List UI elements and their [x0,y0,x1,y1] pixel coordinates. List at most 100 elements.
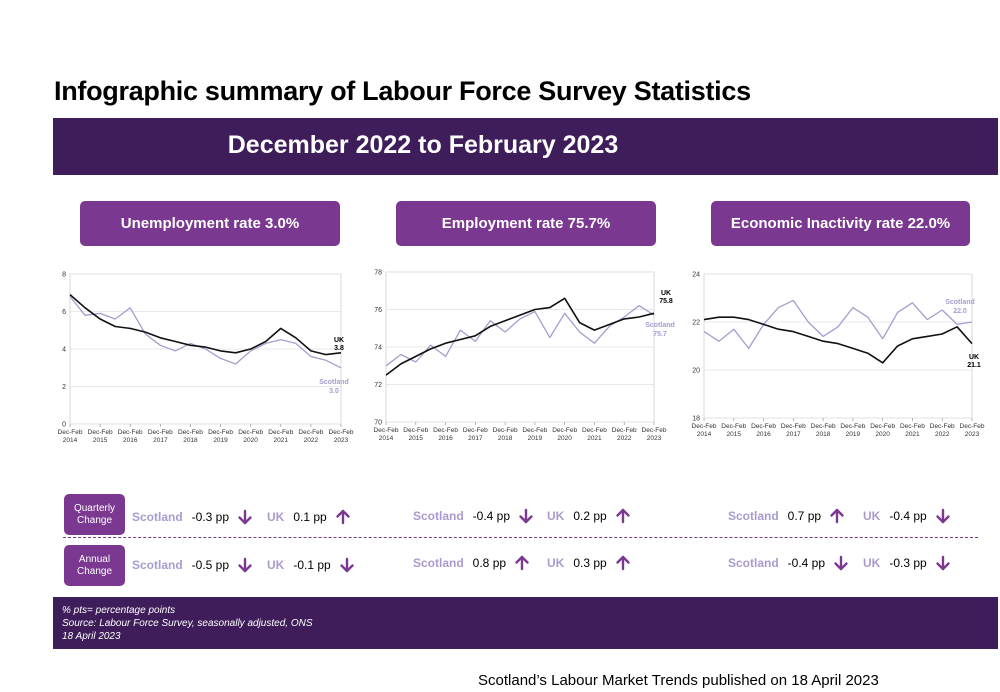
x-tick-label: Dec-Feb [522,427,547,434]
x-tick-label: Dec-Feb [552,427,577,434]
quarterly-inactivity-scotland: Scotland 0.7 pp [728,508,845,524]
unemployment-chart: 0 2 4 6 8 Dec-Feb 2014 Dec-Feb 2015 Dec-Feb 2016 De… [56,262,361,462]
quarterly-inactivity-uk: UK -0.4 pp [863,508,951,524]
uk-series-line [385,297,655,376]
up-arrow-icon [829,508,845,524]
change-value: 0.2 pp [573,509,607,523]
quarterly-label-line2: Change [76,514,113,526]
x-tick-label: Dec-Feb [58,429,83,436]
region-label: Scotland [132,510,183,524]
up-arrow-icon [335,509,351,525]
unemployment-rate-pill: Unemployment rate 3.0% [80,201,340,246]
region-label: UK [547,509,565,523]
down-arrow-icon [833,555,849,571]
annual-inactivity-scotland: Scotland -0.4 pp [728,555,849,571]
scotland-series-value: 22.0 [953,308,967,315]
employment-rate-pill: Employment rate 75.7% [396,201,656,246]
x-tick-year: 2016 [756,431,771,438]
quarterly-label-line1: Quarterly [73,502,116,514]
x-tick-label: Dec-Feb [870,423,895,430]
date-banner [53,118,998,175]
x-tick-year: 2015 [93,437,108,444]
x-tick-year: 2023 [965,431,980,438]
y-tick-label: 2 [62,384,66,391]
x-tick-label: Dec-Feb [463,427,488,434]
region-label: UK [863,509,881,523]
x-tick-label: Dec-Feb [930,423,955,430]
x-tick-label: Dec-Feb [403,427,428,434]
footer-source: Source: Labour Force Survey, seasonally … [62,618,313,629]
x-tick-year: 2019 [846,431,861,438]
uk-series-value: 3.8 [334,345,344,352]
x-tick-year: 2017 [153,437,168,444]
change-value: 0.3 pp [573,556,607,570]
annual-unemployment-uk: UK -0.1 pp [267,557,355,573]
change-value: -0.3 pp [191,510,230,524]
x-tick-label: Dec-Feb [582,427,607,434]
annual-inactivity-uk: UK -0.3 pp [863,555,951,571]
plot-frame [703,273,973,419]
annual-unemployment-scotland: Scotland -0.5 pp [132,557,253,573]
change-value: -0.4 pp [889,509,927,523]
x-tick-label: Dec-Feb [88,429,113,436]
x-tick-year: 2019 [213,437,228,444]
x-tick-label: Dec-Feb [493,427,518,434]
row-divider [63,537,978,538]
uk-series-label: UK [661,290,671,297]
x-tick-label: Dec-Feb [900,423,925,430]
x-tick-year: 2015 [409,435,424,442]
down-arrow-icon [518,508,534,524]
y-tick-label: 78 [374,270,382,277]
quarterly-unemployment-uk: UK 0.1 pp [267,509,351,525]
scotland-series-line [703,299,973,350]
employment-chart-svg: 7072747678Dec-Feb2014Dec-Feb2015Dec-Feb2… [374,270,675,443]
y-tick-label: 20 [692,368,700,375]
inactivity-rate-pill: Economic Inactivity rate 22.0% [711,201,970,246]
x-tick-label: Dec-Feb [208,429,233,436]
x-tick-year: 2022 [935,431,950,438]
change-value: -0.1 pp [293,558,331,572]
change-value: -0.4 pp [787,556,826,570]
annual-change-label: Annual Change [64,545,125,586]
uk-series-label: UK [969,354,979,361]
down-arrow-icon [237,557,253,573]
x-tick-label: Dec-Feb [268,429,293,436]
region-label: Scotland [728,556,779,570]
unemployment-chart-svg: 02468Dec-Feb2014Dec-Feb2015Dec-Feb2016De… [58,272,354,445]
annual-label-line2: Change [76,565,113,577]
scotland-series-line [69,296,342,369]
scotland-series-line [385,305,655,367]
x-tick-year: 2023 [334,437,349,444]
date-banner-text: December 2022 to February 2023 [227,131,619,159]
down-arrow-icon [935,508,951,524]
footer-date: 18 April 2023 [62,631,121,642]
publication-note: Scotland’s Labour Market Trends publishe… [478,672,879,689]
x-tick-year: 2021 [587,435,602,442]
scotland-series-value: 75.7 [653,331,667,338]
footer-note: % pts= percentage points [62,605,176,616]
region-label: UK [863,556,881,570]
quarterly-employment-uk: UK 0.2 pp [547,508,631,524]
annual-employment-uk: UK 0.3 pp [547,555,631,571]
x-tick-year: 2016 [123,437,138,444]
x-tick-year: 2015 [727,431,742,438]
scotland-series-value: 3.0 [329,388,339,395]
x-tick-label: Dec-Feb [642,427,667,434]
inactivity-chart-svg: 18202224Dec-Feb2014Dec-Feb2015Dec-Feb201… [692,272,985,439]
y-tick-label: 6 [62,309,66,316]
y-tick-label: 18 [692,416,700,423]
region-label: Scotland [413,556,464,570]
x-tick-label: Dec-Feb [751,423,776,430]
x-tick-label: Dec-Feb [118,429,143,436]
y-tick-label: 74 [374,345,382,352]
change-value: -0.5 pp [191,558,230,572]
x-tick-year: 2020 [243,437,258,444]
uk-series-value: 75.8 [659,298,673,305]
region-label: UK [267,558,285,572]
x-tick-label: Dec-Feb [148,429,173,436]
x-tick-label: Dec-Feb [721,423,746,430]
quarterly-unemployment-scotland: Scotland -0.3 pp [132,509,253,525]
y-tick-label: 0 [62,422,66,429]
annual-label-line1: Annual [78,553,111,565]
change-value: -0.4 pp [472,509,511,523]
